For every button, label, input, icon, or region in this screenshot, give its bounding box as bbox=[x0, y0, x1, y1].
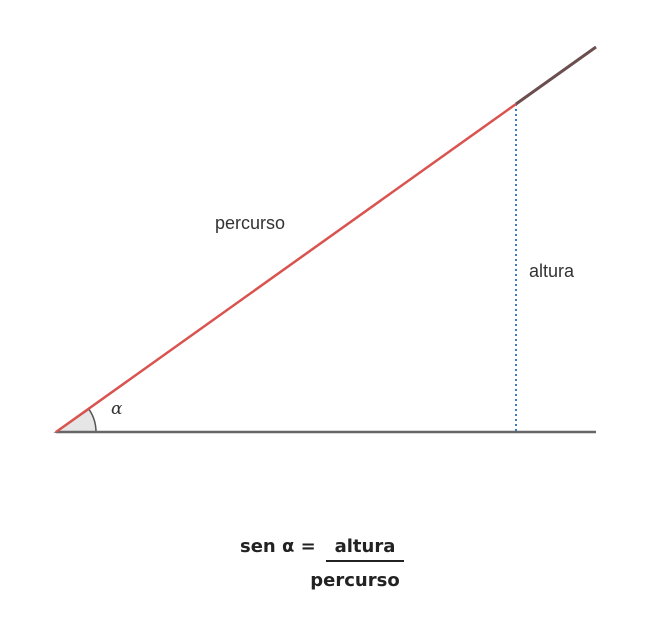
hypotenuse-label: percurso bbox=[215, 213, 286, 233]
ramp-extension-line bbox=[515, 45, 597, 106]
angle-label: α bbox=[111, 399, 123, 419]
height-label: altura bbox=[529, 261, 575, 281]
formula-denominator: percurso bbox=[310, 570, 400, 591]
formula-numerator: altura bbox=[334, 536, 396, 557]
fraction-bar bbox=[326, 560, 404, 562]
hypotenuse-line bbox=[55, 102, 517, 434]
formula-lhs: sen α = bbox=[240, 536, 316, 557]
